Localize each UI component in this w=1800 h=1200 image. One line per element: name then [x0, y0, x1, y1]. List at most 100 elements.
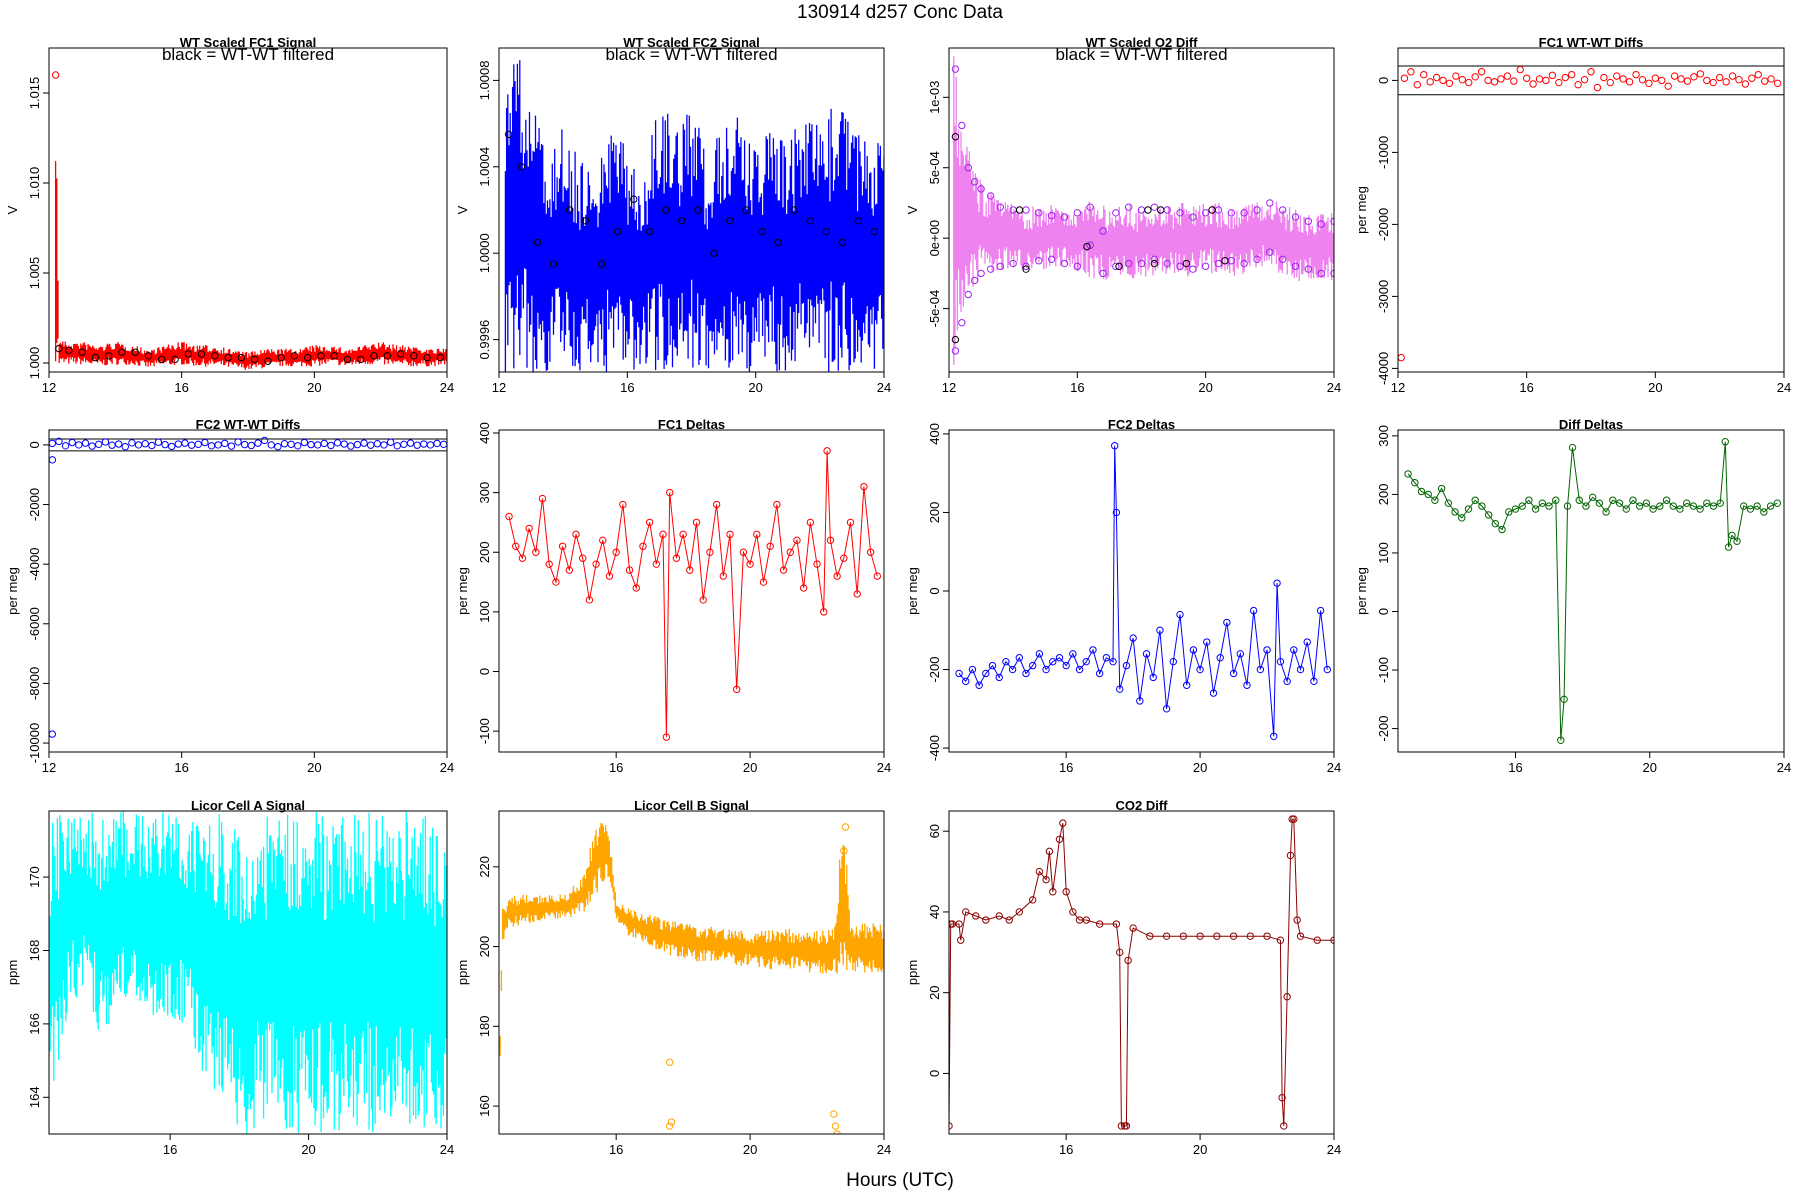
y-tick-label: 100 [1376, 542, 1391, 564]
data-point [532, 548, 540, 556]
data-point [1760, 508, 1768, 516]
data-point [214, 441, 222, 449]
data-point [692, 518, 701, 527]
data-point [652, 560, 661, 568]
data-point [1484, 76, 1492, 85]
data-point [1748, 74, 1756, 82]
y-tick-label: 0.9996 [477, 320, 492, 360]
data-point [806, 217, 814, 225]
data-point [75, 441, 83, 449]
data-point [300, 438, 309, 447]
series-line [508, 450, 878, 738]
data-point [317, 352, 325, 360]
y-tick-label: -100 [1376, 657, 1391, 683]
data-point [970, 178, 979, 186]
data-point [55, 344, 63, 353]
data-point [1600, 73, 1608, 82]
x-tick-label: 20 [1193, 1142, 1207, 1157]
data-point [1439, 76, 1447, 85]
data-point [78, 348, 86, 356]
data-point [426, 441, 435, 449]
data-point [187, 441, 196, 449]
data-point [1263, 932, 1271, 940]
data-point [1703, 76, 1711, 85]
data-point [333, 439, 342, 447]
data-point [1669, 502, 1677, 510]
x-tick-label: 24 [877, 1142, 891, 1157]
y-tick-label: 0e+00 [927, 220, 942, 257]
page-title: 130914 d257 Conc Data [797, 2, 1003, 23]
data-point [639, 542, 647, 550]
data-point [1477, 68, 1486, 76]
data-point [1746, 505, 1755, 513]
data-point [49, 456, 57, 464]
data-point [1236, 650, 1244, 658]
data-point [49, 439, 57, 448]
x-tick-label: 24 [440, 760, 454, 775]
chart-title: Licor Cell A Signal [191, 798, 305, 813]
data-point [1278, 206, 1287, 214]
x-tick-label: 16 [174, 760, 188, 775]
data-point [1015, 206, 1024, 214]
y-tick-label: -200 [927, 657, 942, 683]
data-point [949, 1122, 953, 1130]
data-point [1116, 948, 1124, 957]
plot-area [49, 436, 447, 738]
y-tick-label: 200 [477, 541, 492, 563]
data-point [207, 442, 216, 450]
data-point [1095, 669, 1104, 678]
data-point [1214, 259, 1223, 268]
x-tick-label: 12 [942, 380, 956, 395]
y-tick-label: 0 [477, 668, 492, 675]
data-point [1310, 677, 1318, 686]
data-point [287, 440, 295, 449]
data-point [1709, 78, 1717, 87]
data-point [1249, 606, 1258, 615]
data-point [1529, 80, 1537, 88]
data-point [1179, 932, 1188, 940]
data-point [1303, 638, 1311, 646]
data-point [1670, 72, 1679, 80]
x-tick-label: 24 [1327, 380, 1341, 395]
chart-title: WT Scaled FC2 Signal [623, 35, 760, 50]
data-point [758, 227, 766, 236]
data-point [1293, 916, 1301, 924]
y-tick-label: 400 [927, 423, 942, 445]
data-point [1709, 502, 1718, 510]
data-point [699, 596, 707, 604]
data-point [154, 438, 163, 446]
data-point [766, 542, 774, 550]
y-tick-label: 1.015 [27, 77, 42, 110]
data-point [1568, 70, 1576, 79]
data-point [1253, 255, 1261, 264]
data-point [264, 357, 272, 365]
data-point [1035, 867, 1044, 876]
data-point [1615, 499, 1624, 507]
data-point [327, 441, 335, 450]
data-point [1253, 206, 1261, 214]
data-point [1411, 478, 1419, 487]
x-tick-label: 24 [1327, 760, 1341, 775]
data-point [1420, 70, 1428, 79]
data-point [995, 673, 1003, 682]
data-point [1766, 502, 1775, 510]
data-point [505, 512, 513, 521]
data-point [386, 438, 395, 446]
data-point [1137, 259, 1146, 268]
y-tick-label: 1.005 [27, 257, 42, 290]
data-point [197, 350, 206, 358]
chart-panel-9: 16 20 24 164 166 168 170 ppm Licor Cell A Signal [5, 798, 454, 1157]
data-point [833, 572, 841, 580]
data-point [1196, 665, 1204, 674]
data-point [1028, 896, 1037, 904]
chart-annotation: black = WT-WT filtered [162, 45, 334, 64]
data-point [1216, 654, 1224, 662]
data-point [1062, 661, 1070, 670]
data-point [1189, 646, 1198, 654]
data-point [1735, 75, 1743, 84]
data-point [1095, 920, 1104, 928]
data-point [592, 560, 600, 568]
data-point [1047, 211, 1056, 220]
data-point [1073, 209, 1082, 217]
